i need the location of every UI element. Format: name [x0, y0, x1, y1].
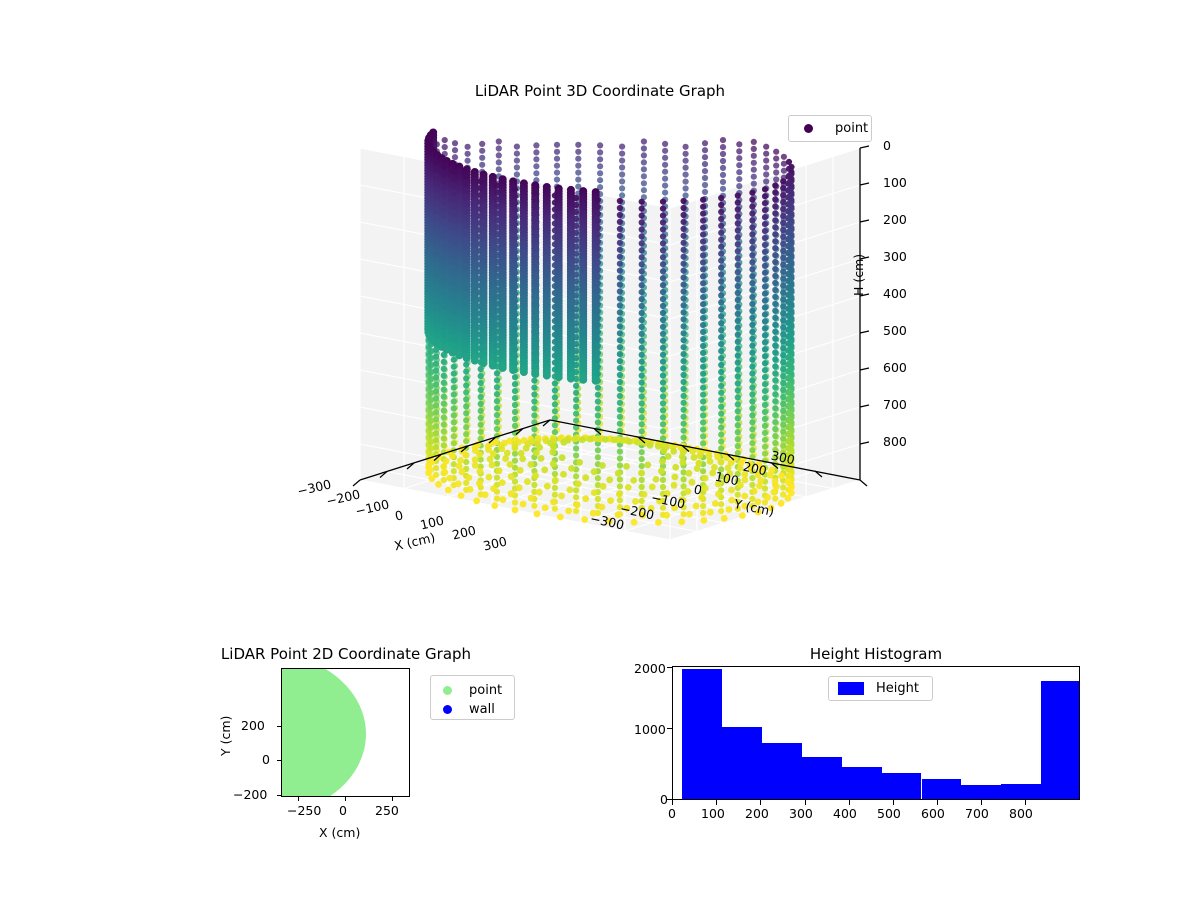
- point-marker-icon: [443, 686, 452, 695]
- histogram-bar: [921, 779, 962, 799]
- z-tick-800: 800: [883, 434, 907, 449]
- legend-2d-label-wall: wall: [469, 702, 495, 717]
- histogram-bar: [762, 742, 802, 799]
- axes-3d-spines: [359, 148, 861, 481]
- panel-3d-title: LiDAR Point 3D Coordinate Graph: [474, 82, 726, 100]
- histogram-bar: [961, 784, 1002, 799]
- axes-3d-svg: [352, 128, 870, 541]
- lidar-2d-axes[interactable]: [281, 668, 410, 797]
- y2d-axis-label: Y (cm): [218, 715, 233, 756]
- hist-x-tick-400: 400: [833, 806, 857, 821]
- hist-x-tick-0: 0: [668, 806, 676, 821]
- lidar-3d-axes[interactable]: 0 100 200 300 400 500 600 700 800 H (cm)…: [296, 100, 920, 640]
- y2d-tick-m200: −200: [233, 787, 268, 802]
- z-tick-200: 200: [883, 212, 907, 227]
- z-tick-400: 400: [883, 286, 907, 301]
- wall-marker-icon: [443, 705, 452, 714]
- legend-hist-item-height[interactable]: Height: [838, 681, 919, 696]
- hist-y-tick-1000: 1000: [634, 722, 666, 737]
- x2d-tick-0: 0: [339, 803, 347, 818]
- z-tick-100: 100: [883, 175, 907, 190]
- legend-2d[interactable]: point wall: [430, 675, 515, 720]
- x2d-tick-m250: −250: [287, 803, 322, 818]
- hist-x-tick-800: 800: [1009, 806, 1033, 821]
- hist-x-tick-300: 300: [789, 806, 813, 821]
- histogram-bar: [722, 726, 762, 799]
- legend-3d[interactable]: point: [788, 115, 872, 142]
- y2d-tick-200: 200: [241, 718, 265, 733]
- histogram-bar: [1001, 784, 1042, 799]
- z-tick-700: 700: [883, 397, 907, 412]
- legend-2d-label-point: point: [469, 683, 503, 698]
- x2d-axis-label: X (cm): [319, 825, 361, 840]
- z-tick-300: 300: [883, 249, 907, 264]
- legend-2d-item-point[interactable]: point: [440, 681, 505, 700]
- legend-hist-label-height: Height: [876, 681, 919, 696]
- axes-3d-ticks: [352, 145, 870, 487]
- z-tick-600: 600: [883, 360, 907, 375]
- hist-x-tick-100: 100: [701, 806, 725, 821]
- histogram-bar: [841, 767, 882, 799]
- hist-y-tick-0: 0: [660, 792, 668, 807]
- hist-x-tick-600: 600: [921, 806, 945, 821]
- height-bar-swatch-icon: [838, 682, 864, 695]
- hist-x-tick-700: 700: [965, 806, 989, 821]
- histogram-bar: [1041, 681, 1079, 799]
- legend-hist[interactable]: Height: [828, 676, 933, 701]
- histogram-bar: [801, 756, 842, 799]
- z-tick-0: 0: [883, 138, 891, 153]
- z-axis-label: H (cm): [851, 253, 866, 296]
- legend-3d-label-point: point: [835, 121, 869, 136]
- histogram-bar: [682, 669, 723, 799]
- y2d-tick-0: 0: [262, 752, 270, 767]
- point-marker-icon: [804, 124, 813, 133]
- hist-y-tick-2000: 2000: [634, 661, 666, 676]
- hist-x-tick-200: 200: [745, 806, 769, 821]
- panel-hist-title: Height Histogram: [809, 645, 943, 663]
- hist-x-tick-500: 500: [877, 806, 901, 821]
- legend-2d-item-wall[interactable]: wall: [440, 700, 505, 719]
- point-region-2d: [282, 669, 366, 796]
- x2d-tick-250: 250: [375, 803, 399, 818]
- z-tick-500: 500: [883, 323, 907, 338]
- histogram-bar: [881, 772, 922, 799]
- panel-2d-title: LiDAR Point 2D Coordinate Graph: [220, 645, 472, 663]
- legend-3d-item-point[interactable]: point: [798, 121, 868, 136]
